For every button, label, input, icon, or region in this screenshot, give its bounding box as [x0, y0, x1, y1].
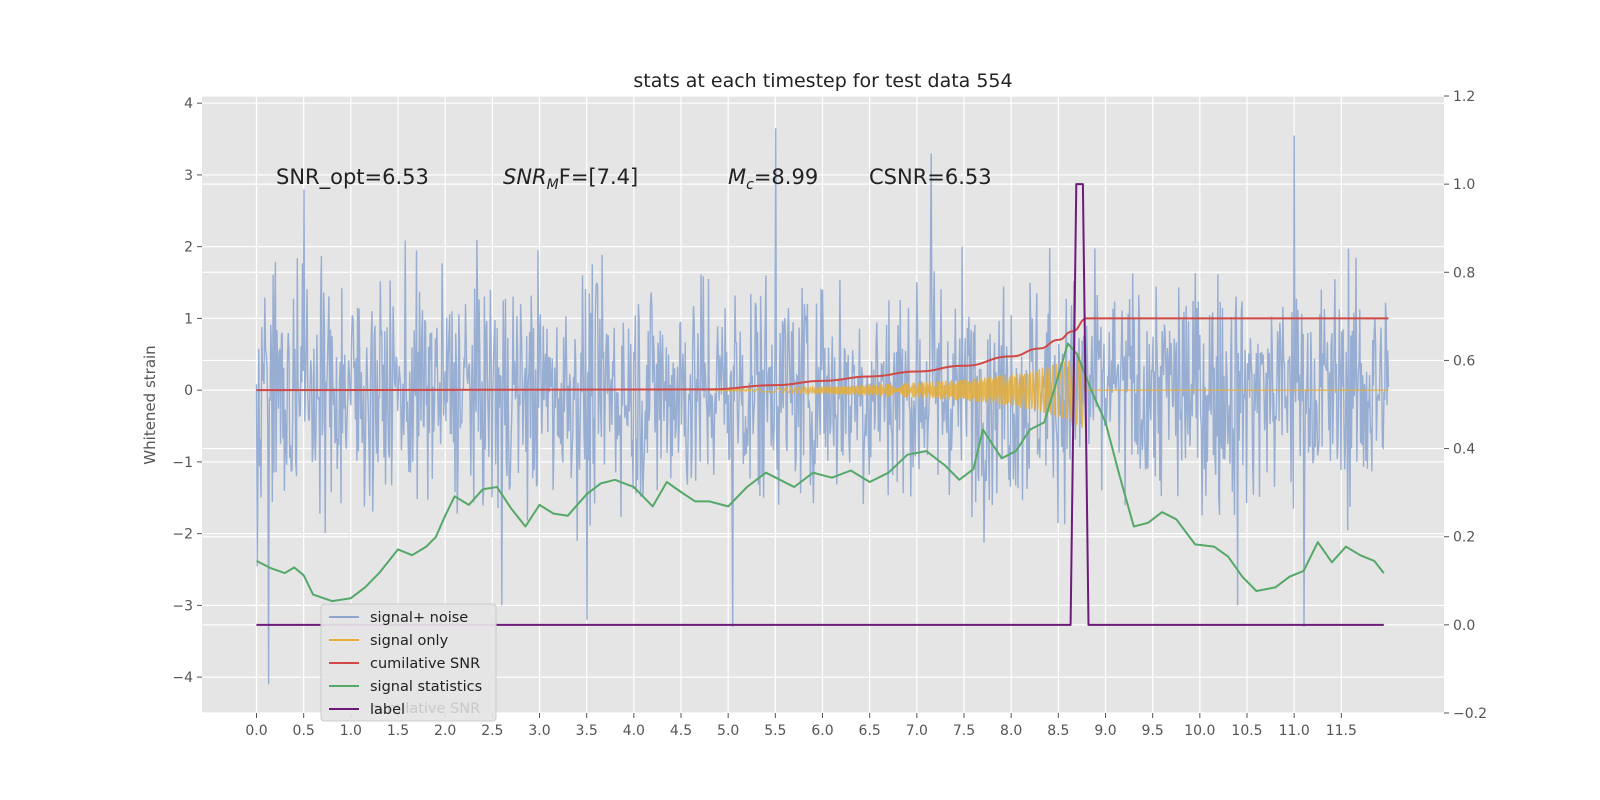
x-tick-label: 2.5: [481, 723, 503, 739]
plot-series: [255, 128, 1390, 685]
x-tick-label: 4.5: [670, 723, 692, 739]
x-tick-label: 6.5: [859, 723, 881, 739]
x-tick-label: 9.0: [1094, 723, 1116, 739]
series-signal-noise-line: [255, 128, 1390, 685]
chart-title: stats at each timestep for test data 554: [633, 70, 1012, 92]
y-tick-label: 1: [184, 311, 193, 327]
ticks: 0.0 0.5 1.0 1.5 2.0 2.5 3.0 3.5 4.0 4.5 5.0 5.5 6.0 6…: [172, 89, 1487, 739]
legend-hidden-text: cumilative SNR: [370, 701, 480, 717]
y2-tick-label: 1.2: [1453, 89, 1475, 105]
annotation-snr-mf-value: F=[7.4]: [559, 165, 638, 189]
y-tick-label: −4: [172, 670, 193, 686]
legend-label: cumilative SNR: [370, 656, 480, 672]
x-tick-label: 2.0: [434, 723, 456, 739]
series-label-line: [256, 183, 1384, 626]
annotation-mc-sub: c: [746, 177, 754, 193]
x-tick-label: 7.0: [906, 723, 928, 739]
annotation-snr-opt: SNR_opt=6.53: [276, 165, 429, 190]
annotation-csnr: CSNR=6.53: [869, 165, 992, 189]
y-tick-label: 0: [184, 383, 193, 399]
legend-label: signal only: [370, 633, 449, 649]
y-tick-label: −3: [172, 598, 193, 614]
annotation-snr-mf-snr: SNR: [503, 165, 547, 189]
y2-tick-label: 0.2: [1453, 530, 1475, 546]
y2-tick-label: 0.6: [1453, 353, 1475, 369]
y-axis-label: Whitened strain: [141, 345, 159, 464]
annotation-mc: Mc=8.99: [728, 165, 818, 193]
legend-items: signal+ noise signal only cumilative SNR si…: [329, 610, 482, 718]
x-tick-label: 9.5: [1142, 723, 1164, 739]
x-tick-label: 11.0: [1279, 723, 1310, 739]
legend-box: [320, 603, 497, 722]
x-tick-label: 4.0: [623, 723, 645, 739]
y2-tick-label: 1.0: [1453, 177, 1475, 193]
x-tick-label: 10.5: [1231, 723, 1262, 739]
annotations: SNR_opt=6.53 SNRMF=[7.4] Mc=8.99 CSNR=6.…: [276, 165, 992, 193]
legend-label: label: [370, 702, 405, 718]
annotation-mc-value: =8.99: [754, 165, 818, 189]
y-tick-label: 4: [184, 96, 193, 112]
y-tick-label: 3: [184, 168, 193, 184]
annotation-snr-mf: SNRMF=[7.4]: [503, 165, 638, 193]
x-tick-label: 6.0: [811, 723, 833, 739]
x-tick-label: 5.5: [764, 723, 786, 739]
y2-tick-label: 0.0: [1453, 618, 1475, 634]
x-tick-label: 10.0: [1184, 723, 1215, 739]
annotation-snr-mf-sub: M: [547, 177, 559, 193]
x-tick-label: 3.0: [528, 723, 550, 739]
x-tick-label: 8.5: [1047, 723, 1069, 739]
x-tick-label: 11.5: [1326, 723, 1357, 739]
x-tick-label: 1.5: [387, 723, 409, 739]
x-tick-label: 1.0: [340, 723, 362, 739]
legend: cumilative SNR signal+ noise signal only c…: [320, 603, 497, 722]
y2-tick-label: −0.2: [1453, 706, 1487, 722]
legend-label: signal statistics: [370, 679, 482, 695]
y-tick-label: −2: [172, 527, 193, 543]
x-tick-label: 0.5: [293, 723, 315, 739]
y-tick-label: −1: [172, 455, 193, 471]
y2-tick-label: 0.8: [1453, 265, 1475, 281]
x-tick-label: 0.0: [245, 723, 267, 739]
series-signal-only-line: [709, 353, 1389, 429]
x-tick-label: 8.0: [1000, 723, 1022, 739]
series-signal-statistics-line: [256, 342, 1385, 603]
x-tick-label: 7.5: [953, 723, 975, 739]
y-tick-label: 2: [184, 240, 193, 256]
annotation-mc-m: M: [728, 165, 746, 189]
y2-tick-label: 0.4: [1453, 442, 1475, 458]
x-tick-label: 3.5: [576, 723, 598, 739]
series-cumilative-snr-line: [256, 317, 1389, 392]
legend-label: signal+ noise: [370, 610, 468, 626]
x-tick-label: 5.0: [717, 723, 739, 739]
